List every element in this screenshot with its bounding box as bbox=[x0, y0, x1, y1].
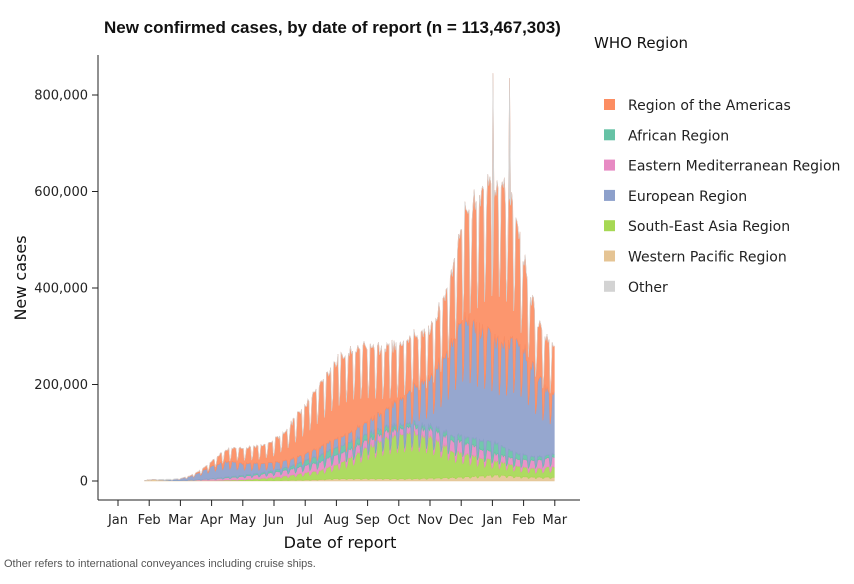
legend-swatch bbox=[604, 99, 615, 110]
x-tick-label: Aug bbox=[324, 513, 349, 528]
legend: WHO Region Region of the Americas African… bbox=[594, 34, 840, 296]
x-tick-label: Jul bbox=[296, 513, 313, 528]
x-tick-label: Mar bbox=[543, 513, 568, 528]
x-tick-label: Feb bbox=[512, 513, 535, 528]
x-tick-label: Jan bbox=[481, 513, 502, 528]
legend-swatch bbox=[604, 129, 615, 141]
axes bbox=[97, 55, 580, 501]
x-ticks: Jan Feb Mar Apr May Jun Jul Aug Sep Oct Nov Dec Jan F… bbox=[107, 500, 568, 528]
legend-item-label[interactable]: South-East Asia Region bbox=[628, 219, 790, 235]
legend-swatch bbox=[604, 189, 615, 201]
legend-item-label[interactable]: Eastern Mediterranean Region bbox=[628, 159, 840, 175]
x-tick-label: May bbox=[229, 513, 256, 528]
y-tick-label: 600,000 bbox=[34, 185, 88, 200]
y-axis-label: New cases bbox=[11, 235, 30, 320]
legend-item-label[interactable]: Region of the Americas bbox=[628, 98, 791, 114]
legend-item-label[interactable]: Other bbox=[628, 280, 668, 296]
y-tick-label: 400,000 bbox=[34, 282, 88, 297]
legend-item-label[interactable]: Western Pacific Region bbox=[628, 250, 787, 266]
x-tick-label: Dec bbox=[449, 513, 474, 528]
x-tick-label: Apr bbox=[200, 513, 223, 528]
x-tick-label: Sep bbox=[355, 513, 380, 528]
footnote: Other refers to international conveyance… bbox=[4, 558, 316, 570]
plot-areas bbox=[144, 73, 555, 482]
x-axis-label: Date of report bbox=[284, 533, 397, 552]
y-tick-label: 0 bbox=[80, 475, 88, 490]
x-tick-label: Jan bbox=[107, 513, 128, 528]
x-tick-label: Nov bbox=[417, 513, 443, 528]
legend-swatch bbox=[604, 250, 615, 262]
y-ticks: 0 200,000 400,000 600,000 800,000 bbox=[34, 89, 98, 490]
area-series-other bbox=[144, 73, 555, 481]
legend-item-label[interactable]: European Region bbox=[628, 189, 747, 205]
x-tick-label: Oct bbox=[388, 513, 410, 528]
legend-swatch bbox=[604, 220, 615, 232]
y-tick-label: 800,000 bbox=[34, 89, 88, 104]
chart-title: New confirmed cases, by date of report (… bbox=[104, 18, 561, 37]
legend-item-label[interactable]: African Region bbox=[628, 128, 729, 144]
legend-title: WHO Region bbox=[594, 34, 688, 52]
legend-swatch bbox=[604, 280, 615, 292]
x-tick-label: Feb bbox=[138, 513, 161, 528]
x-tick-label: Mar bbox=[168, 513, 193, 528]
y-tick-label: 200,000 bbox=[34, 378, 88, 393]
x-tick-label: Jun bbox=[263, 513, 284, 528]
legend-swatch bbox=[604, 159, 615, 171]
